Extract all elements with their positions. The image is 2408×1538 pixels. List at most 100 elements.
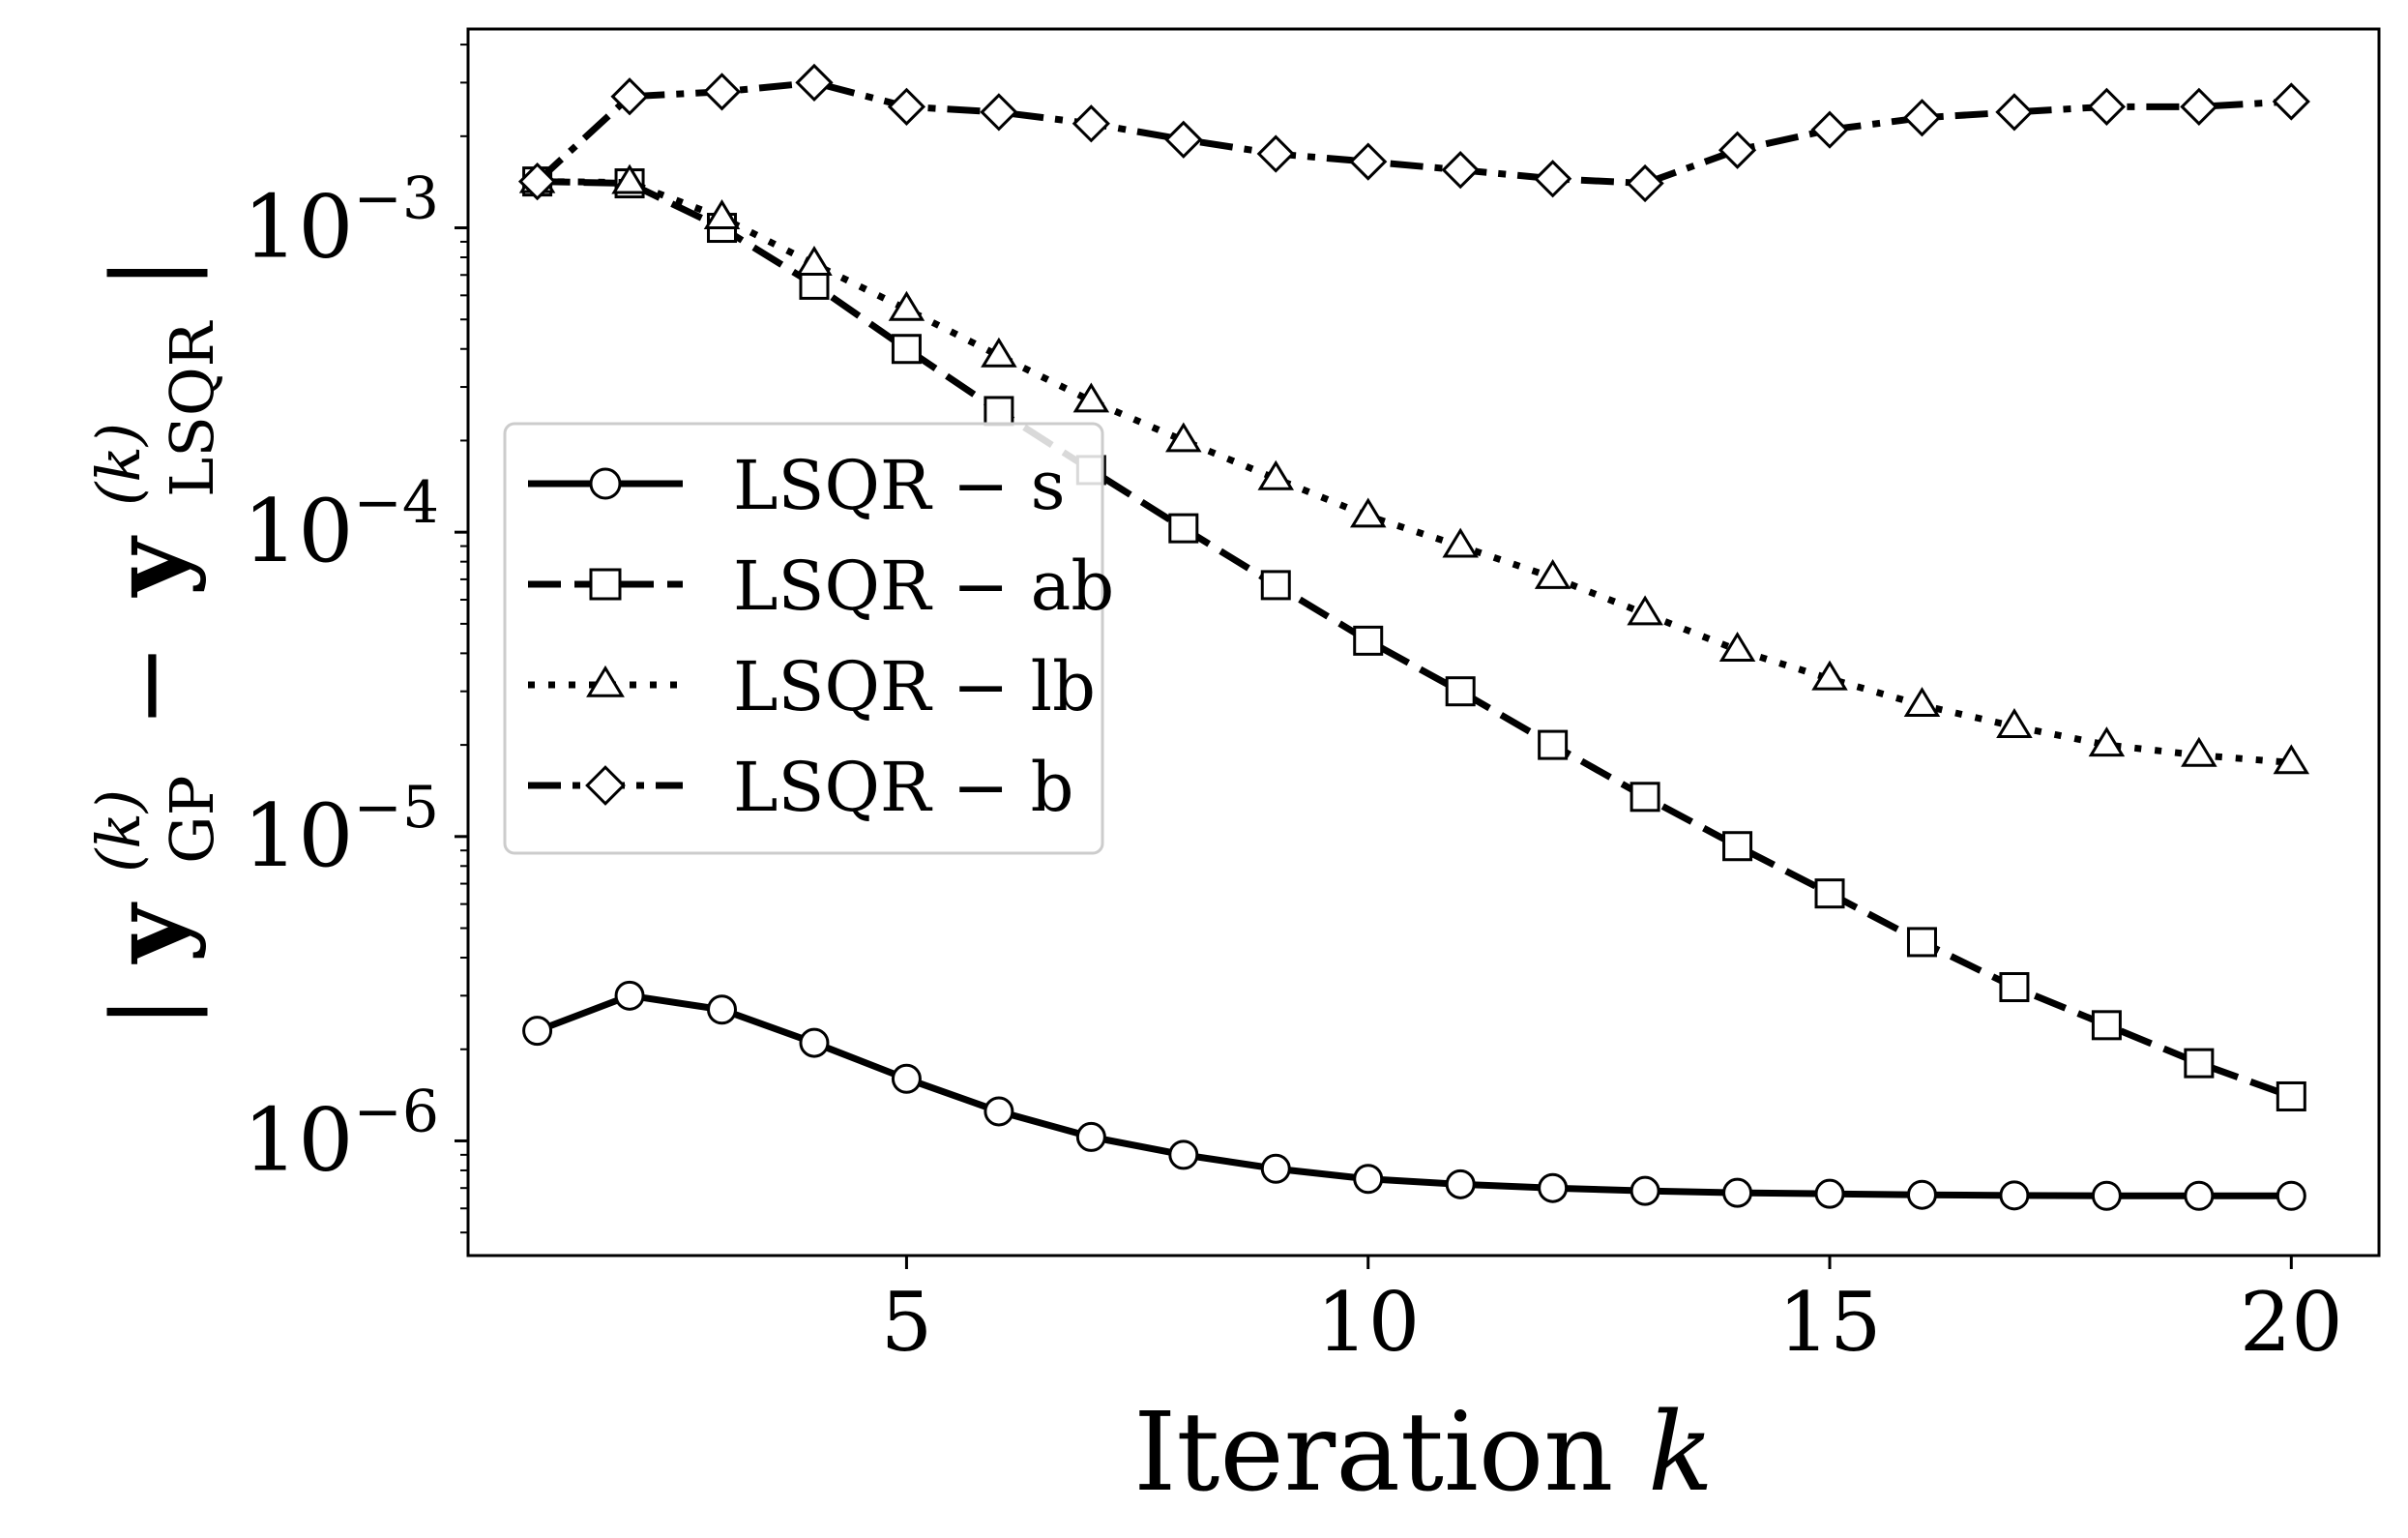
data-point [1630, 782, 1660, 813]
y-title-sub1: GP [157, 776, 227, 864]
data-point [2273, 744, 2310, 775]
data-point [2184, 1048, 2215, 1079]
series-4 [517, 63, 2310, 203]
data-point [1902, 99, 1942, 137]
legend-box [503, 422, 1104, 855]
data-point [1999, 1180, 2030, 1211]
y-tick-exponent: −4 [354, 469, 439, 537]
data-point [984, 1096, 1014, 1127]
data-point [2091, 1010, 2122, 1041]
series-line [536, 991, 2292, 1199]
data-point [1534, 160, 1572, 198]
data-point [796, 246, 833, 276]
data-point [1168, 1139, 1199, 1170]
y-title-close-bar: | [90, 256, 208, 290]
data-point [1906, 927, 1937, 958]
y-tick-base: 10 [243, 481, 354, 582]
y-title-y2: y [89, 535, 208, 598]
data-point [2180, 87, 2218, 126]
legend-marker [589, 467, 622, 500]
plot-frame [466, 27, 2381, 1257]
data-point [981, 337, 1017, 368]
y-tick-base: 10 [243, 177, 354, 279]
data-point [1626, 163, 1664, 203]
data-point [614, 980, 645, 1011]
y-tick-exponent: −3 [354, 165, 439, 233]
legend-item: LSQR − ab [528, 547, 1114, 626]
series-line [537, 178, 2292, 766]
data-point [1995, 93, 2034, 132]
data-point [2272, 82, 2310, 121]
data-point [1722, 1177, 1753, 1208]
data-point [2088, 726, 2126, 757]
y-title-sup2: (k) [83, 423, 154, 506]
data-point [2184, 1180, 2215, 1211]
series-1 [522, 980, 2306, 1211]
data-point [2276, 1080, 2306, 1111]
data-point [888, 290, 925, 321]
data-point [1445, 1168, 1476, 1199]
data-point [1257, 459, 1295, 490]
data-point [1353, 625, 1384, 656]
x-tick-label: 15 [1778, 1275, 1882, 1370]
data-point [1814, 1178, 1845, 1209]
legend-marker [585, 765, 626, 806]
x-axis-title: Iteration k [1133, 1390, 1714, 1516]
x-axis-title-variable: k [1648, 1390, 1714, 1516]
legend-items: LSQR − s LSQR − ab LSQR − lb LSQR − b [528, 446, 1114, 827]
data-point [1260, 1153, 1291, 1184]
data-point [1442, 527, 1479, 558]
data-point [2087, 87, 2127, 126]
data-point [1445, 676, 1476, 707]
y-tick-label: 10−5 [243, 774, 439, 887]
data-point [891, 1063, 922, 1094]
series-line [535, 78, 2292, 188]
data-point [1072, 382, 1110, 413]
y-title-minus: − [90, 643, 208, 727]
data-point [2091, 1180, 2122, 1211]
data-point [1441, 151, 1480, 190]
data-point [799, 1027, 830, 1058]
data-point [1164, 120, 1203, 159]
x-tick-label: 20 [2240, 1275, 2343, 1370]
data-point [1627, 595, 1663, 626]
data-point [1811, 660, 1848, 691]
y-tick-label: 10−3 [243, 165, 439, 279]
data-point [1903, 687, 1941, 718]
y-tick-base: 10 [243, 785, 354, 887]
y-tick-exponent: −5 [354, 774, 439, 842]
data-point [1349, 142, 1388, 181]
data-point [980, 93, 1018, 132]
series-3 [518, 163, 2310, 775]
series-line [537, 178, 2293, 1100]
data-point [1353, 1164, 1384, 1195]
data-point [1165, 422, 1202, 453]
legend-marker [589, 568, 622, 601]
legend: LSQR − s LSQR − ab LSQR − lb LSQR − b [503, 422, 1114, 855]
x-tick-label: 10 [1316, 1275, 1420, 1370]
legend-item: LSQR − s [528, 446, 1066, 525]
legend-item: LSQR − b [528, 748, 1074, 827]
data-point [610, 77, 649, 116]
data-point [707, 994, 738, 1025]
legend-label: LSQR − ab [733, 547, 1114, 626]
data-point [1072, 104, 1110, 143]
data-point [2276, 1180, 2306, 1211]
data-point [1718, 632, 1756, 662]
x-tick-label: 5 [881, 1275, 932, 1370]
x-axis-ticks: 5 10 15 20 [881, 1256, 2343, 1370]
series-layer [517, 63, 2310, 1211]
data-point [611, 163, 648, 194]
data-point [1538, 1172, 1569, 1203]
y-tick-exponent: −6 [354, 1078, 439, 1145]
data-point [702, 73, 742, 111]
x-axis-title-main: Iteration [1133, 1390, 1613, 1516]
data-point [1999, 972, 2030, 1003]
data-point [522, 1016, 553, 1047]
data-point [1538, 729, 1569, 760]
y-title-open-bar: | [90, 994, 208, 1028]
data-point [703, 199, 741, 229]
data-point [1630, 1175, 1660, 1206]
legend-label: LSQR − b [733, 748, 1074, 827]
